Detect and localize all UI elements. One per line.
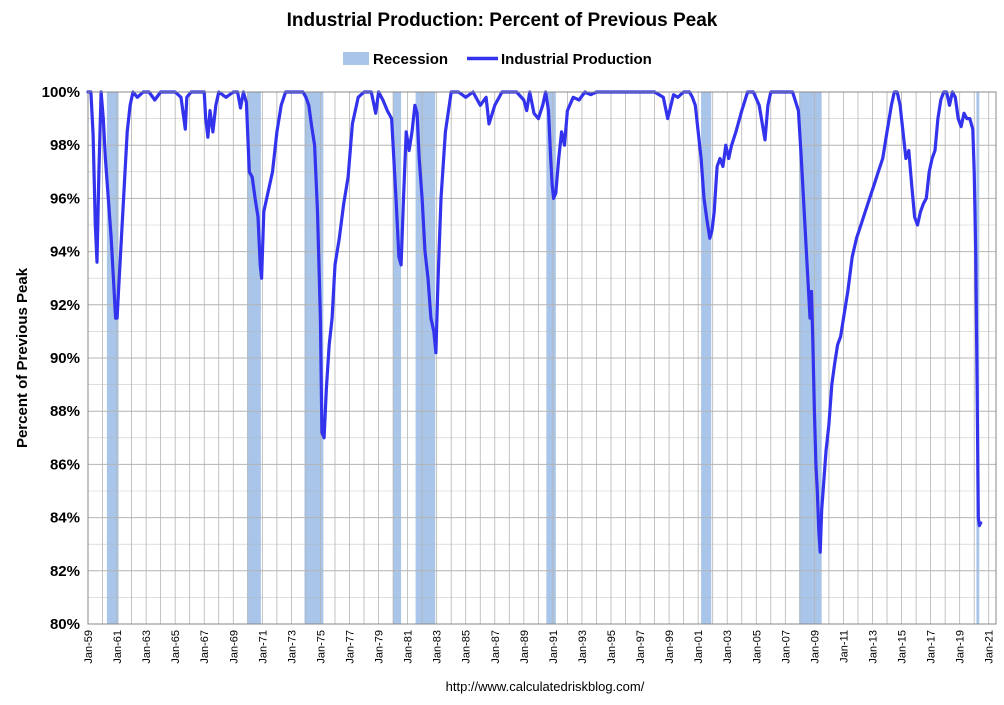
y-tick-label: 92% <box>50 297 80 314</box>
x-tick-label: Jan-03 <box>722 630 734 664</box>
legend-label-recession: Recession <box>373 51 448 68</box>
x-tick-label: Jan-79 <box>374 630 386 664</box>
x-tick-label: Jan-97 <box>635 630 647 664</box>
x-tick-label: Jan-91 <box>548 630 560 664</box>
y-tick-label: 100% <box>42 84 80 101</box>
y-tick-label: 86% <box>50 456 80 473</box>
legend-swatch-recession <box>343 52 369 65</box>
y-tick-label: 82% <box>50 563 80 580</box>
x-tick-label: Jan-99 <box>664 630 676 664</box>
plot-border <box>87 91 997 625</box>
x-tick-label: Jan-61 <box>112 630 124 664</box>
x-tick-label: Jan-93 <box>577 630 589 664</box>
y-tick-label: 90% <box>50 350 80 367</box>
x-tick-label: Jan-71 <box>257 630 269 664</box>
x-tick-label: Jan-19 <box>955 630 967 664</box>
x-tick-label: Jan-69 <box>228 630 240 664</box>
y-tick-label: 96% <box>50 190 80 207</box>
legend-label-industrial-production: Industrial Production <box>501 51 652 68</box>
source-url: http://www.calculatedriskblog.com/ <box>446 679 645 694</box>
x-tick-label: Jan-15 <box>897 630 909 664</box>
x-tick-label: Jan-87 <box>490 630 502 664</box>
legend: Recession Industrial Production <box>343 51 652 68</box>
y-tick-label: 98% <box>50 137 80 154</box>
x-tick-label: Jan-67 <box>199 630 211 664</box>
x-tick-label: Jan-83 <box>432 630 444 664</box>
x-tick-label: Jan-65 <box>170 630 182 664</box>
x-tick-label: Jan-07 <box>780 630 792 664</box>
x-tick-label: Jan-11 <box>838 630 850 663</box>
x-tick-label: Jan-17 <box>926 630 938 664</box>
x-tick-label: Jan-13 <box>868 630 880 664</box>
y-tick-label: 94% <box>50 244 80 261</box>
gridlines <box>87 92 996 624</box>
y-axis-label: Percent of Previous Peak <box>14 267 31 448</box>
x-tick-label: Jan-89 <box>519 630 531 664</box>
x-tick-label: Jan-01 <box>693 630 705 664</box>
y-tick-label: 84% <box>50 510 80 527</box>
x-tick-label: Jan-63 <box>141 630 153 664</box>
x-tick-label: Jan-05 <box>751 630 763 664</box>
x-tick-label: Jan-77 <box>345 630 357 664</box>
x-tick-label: Jan-75 <box>315 630 327 664</box>
x-tick-label: Jan-09 <box>809 630 821 664</box>
x-tick-label: Jan-95 <box>606 630 618 664</box>
x-tick-label: Jan-21 <box>984 630 996 664</box>
x-tick-label: Jan-59 <box>83 630 95 664</box>
x-tick-labels: Jan-59 Jan-61 Jan-63 Jan-65 Jan-67 Jan-69 Jan-… <box>83 630 996 664</box>
x-tick-label: Jan-73 <box>286 630 298 664</box>
y-tick-label: 80% <box>50 616 80 633</box>
plot-area <box>86 90 997 625</box>
chart-title: Industrial Production: Percent of Previo… <box>287 10 718 31</box>
x-tick-label: Jan-85 <box>461 630 473 664</box>
y-tick-labels: 80% 82% 84% 86% 88% 90% 92% 94% 96% 98% 100% <box>42 84 80 633</box>
y-tick-label: 88% <box>50 403 80 420</box>
x-tick-label: Jan-81 <box>403 630 415 664</box>
